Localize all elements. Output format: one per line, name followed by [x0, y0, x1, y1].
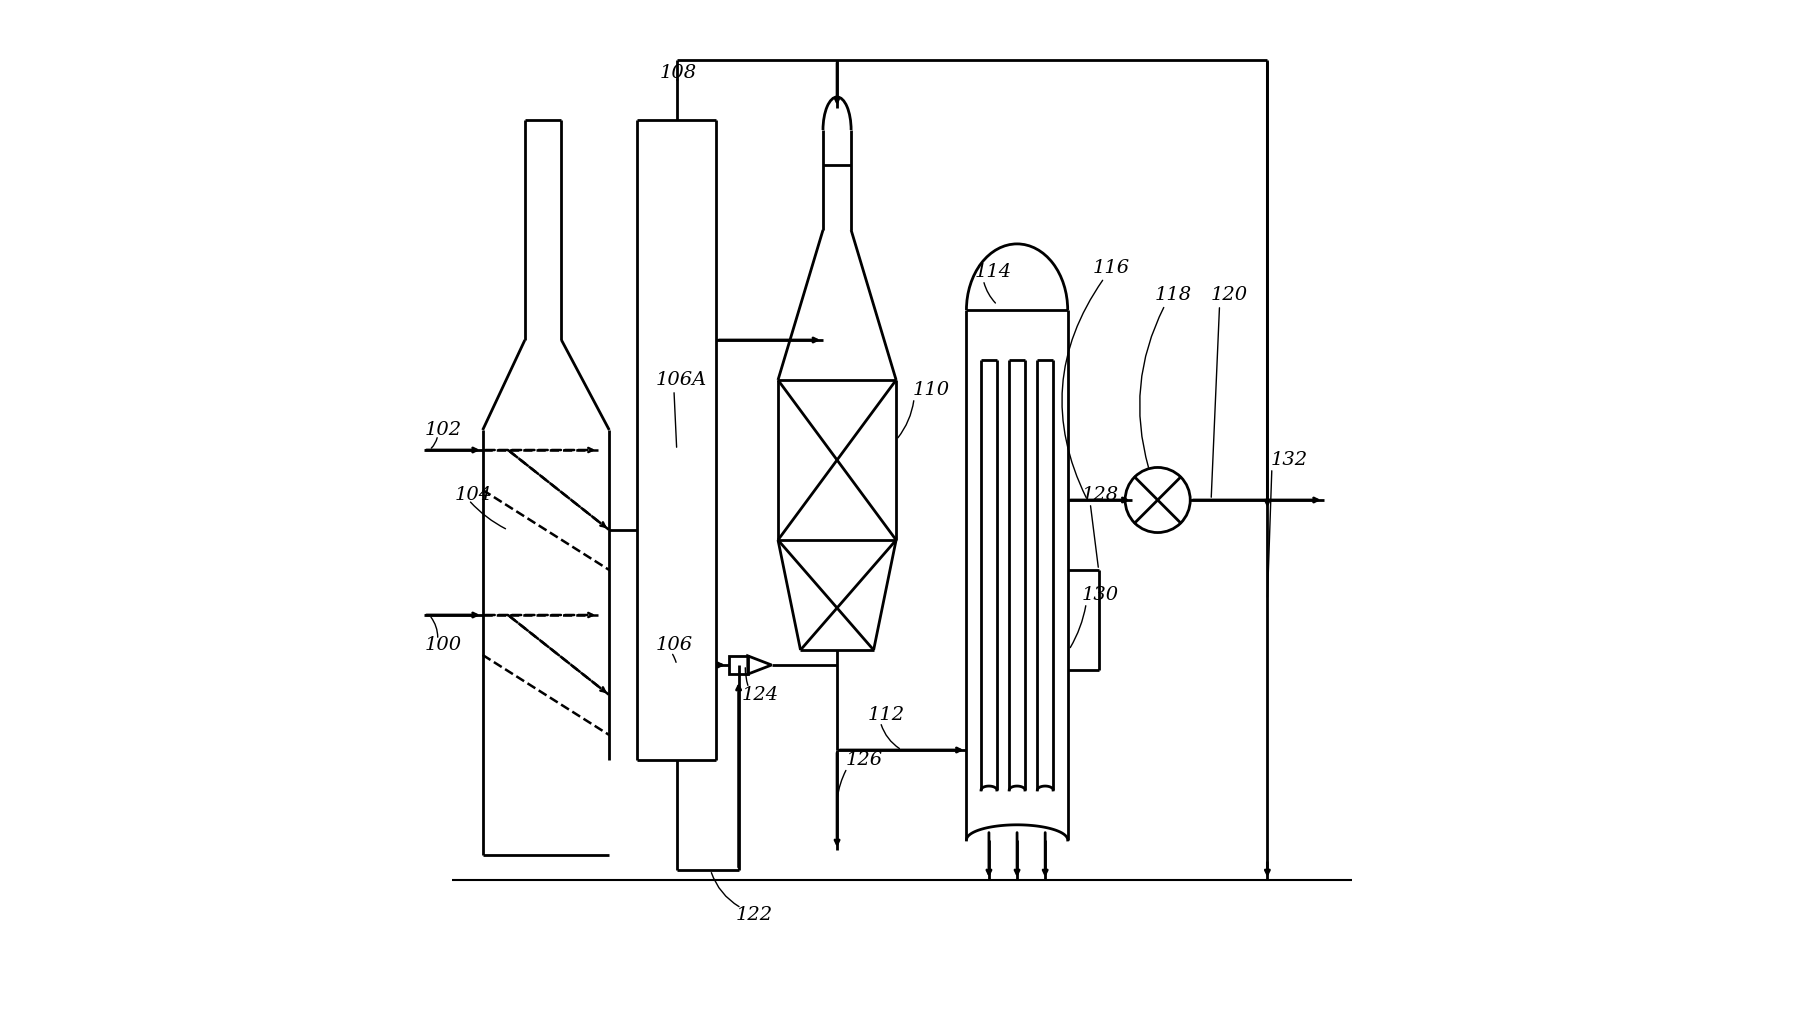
Text: 130: 130	[1081, 586, 1119, 604]
Text: 116: 116	[1093, 259, 1129, 277]
Text: 104: 104	[454, 486, 492, 504]
Text: 102: 102	[425, 421, 461, 439]
Text: 126: 126	[846, 751, 882, 769]
Text: 106A: 106A	[656, 371, 707, 388]
Text: 122: 122	[735, 906, 773, 924]
Text: 106: 106	[656, 636, 692, 654]
Text: 100: 100	[425, 636, 461, 654]
Bar	[728, 656, 748, 674]
Text: 114: 114	[974, 263, 1012, 281]
Text: 128: 128	[1081, 486, 1119, 504]
Text: 120: 120	[1211, 286, 1247, 304]
Text: 124: 124	[741, 686, 779, 704]
Text: 132: 132	[1270, 451, 1306, 469]
Text: 110: 110	[913, 381, 950, 399]
Text: 112: 112	[867, 706, 905, 724]
Text: 118: 118	[1155, 286, 1191, 304]
Text: 108: 108	[660, 64, 698, 82]
